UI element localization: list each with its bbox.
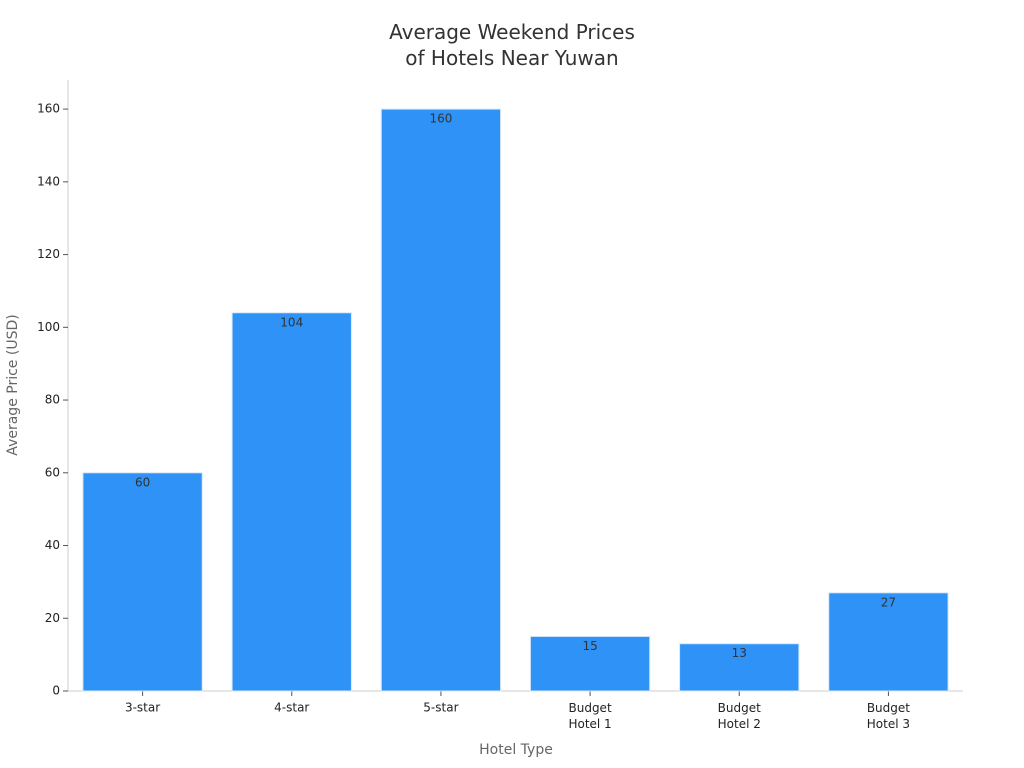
y-tick-label: 0 [52,684,60,698]
x-tick-label: 3-star [125,701,160,715]
value-label: 60 [135,475,150,489]
bar [828,592,949,692]
chart-title: Average Weekend Prices of Hotels Near Yuw… [389,20,635,70]
y-tick-label: 100 [37,320,60,334]
x-tick-label: Budget Hotel 3 [867,701,910,731]
x-tick-label: Budget Hotel 1 [568,701,611,731]
x-tick-label: Budget Hotel 2 [718,701,761,731]
y-tick-label: 20 [45,611,60,625]
x-tick-label: 5-star [423,701,458,715]
value-label: 13 [732,646,747,660]
x-axis-label: Hotel Type [479,742,553,758]
bar [380,108,502,692]
y-tick-label: 120 [37,247,60,261]
value-label: 104 [280,315,303,329]
value-label: 160 [429,112,452,126]
value-label: 27 [881,595,896,609]
y-tick-label: 60 [45,465,60,479]
y-tick-label: 140 [37,174,60,188]
y-tick-label: 80 [45,393,60,407]
bar [529,635,651,692]
value-label: 15 [582,639,597,653]
y-tick-label: 160 [37,102,60,116]
x-tick-label: 4-star [274,701,309,715]
y-tick-label: 40 [45,538,60,552]
bar [82,472,203,692]
y-axis-label: Average Price (USD) [5,314,21,455]
bar [231,312,352,692]
bar [679,643,800,692]
